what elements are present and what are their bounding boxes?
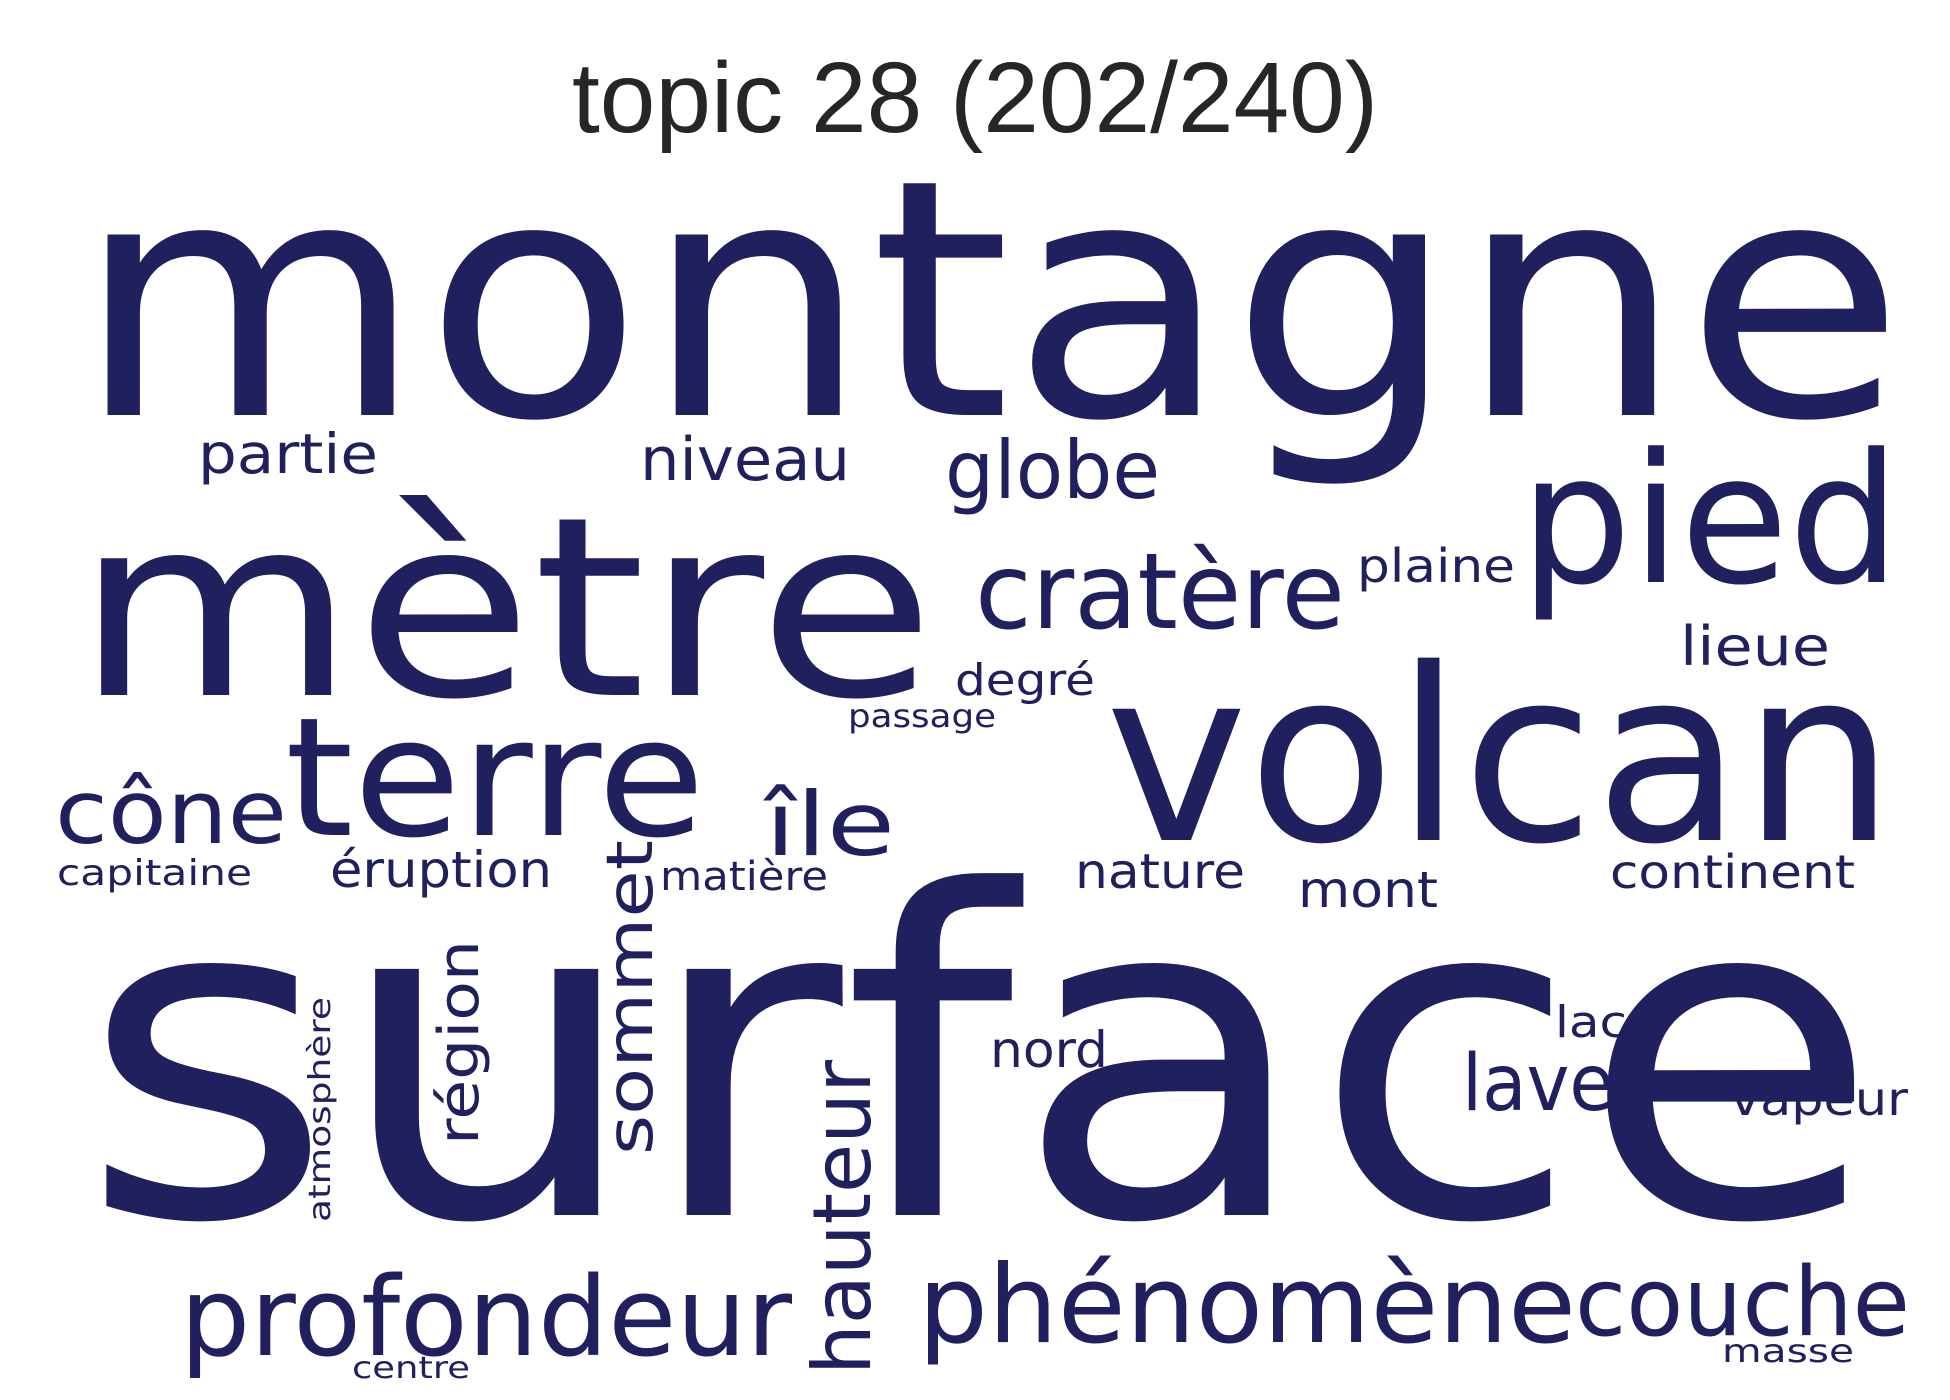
word-sommet: sommet — [594, 840, 668, 1155]
word-niveau: niveau — [640, 425, 850, 495]
word-hauteur: hauteur — [796, 1060, 889, 1375]
word-atmosphere: atmosphère — [303, 997, 338, 1222]
word-plaine: plaine — [1357, 539, 1515, 593]
word-lave: lave — [1462, 1039, 1614, 1129]
word-region: région — [427, 940, 492, 1145]
word-volcan: volcan — [1105, 617, 1895, 897]
word-vapeur: vapeur — [1730, 1072, 1908, 1126]
word-nature: nature — [1075, 844, 1245, 900]
word-centre: centre — [352, 1351, 470, 1386]
word-lac: lac — [1555, 997, 1627, 1048]
word-phenomene: phénomène — [918, 1243, 1576, 1368]
word-continent: continent — [1610, 845, 1855, 899]
word-cone: cône — [55, 761, 287, 864]
word-pied: pied — [1520, 416, 1900, 625]
word-globe: globe — [945, 424, 1160, 517]
word-partie: partie — [198, 422, 378, 486]
word-profondeur: profondeur — [180, 1253, 793, 1381]
word-matiere: matière — [660, 854, 828, 900]
word-cratere: cratère — [975, 531, 1345, 653]
figure-title: topic 28 (202/240) — [571, 42, 1379, 154]
word-montagne: montagne — [75, 109, 1905, 493]
word-surface: surface — [80, 798, 1880, 1322]
word-degre: degré — [955, 655, 1095, 706]
word-capitaine: capitaine — [57, 853, 252, 894]
word-masse: masse — [1722, 1332, 1854, 1370]
word-lieue: lieue — [1680, 615, 1830, 678]
word-metre: mètre — [75, 463, 935, 754]
word-nord: nord — [990, 1021, 1108, 1079]
word-eruption: éruption — [330, 841, 552, 899]
word-mont: mont — [1298, 861, 1438, 919]
word-ile: île — [762, 773, 895, 876]
word-passage: passage — [848, 697, 996, 735]
word-couche: couche — [1575, 1248, 1910, 1358]
word-terre: terre — [285, 682, 705, 874]
